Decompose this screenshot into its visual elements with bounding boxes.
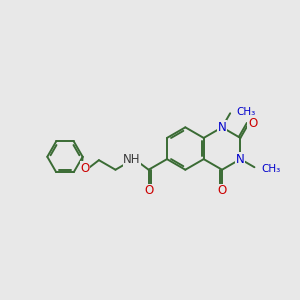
Text: O: O [248,117,257,130]
Text: N: N [218,121,226,134]
Text: O: O [144,184,153,197]
Text: CH₃: CH₃ [237,107,256,117]
Text: N: N [236,153,245,166]
Text: O: O [218,184,227,197]
Text: NH: NH [123,153,141,167]
Text: CH₃: CH₃ [261,164,280,174]
Text: O: O [80,162,89,175]
